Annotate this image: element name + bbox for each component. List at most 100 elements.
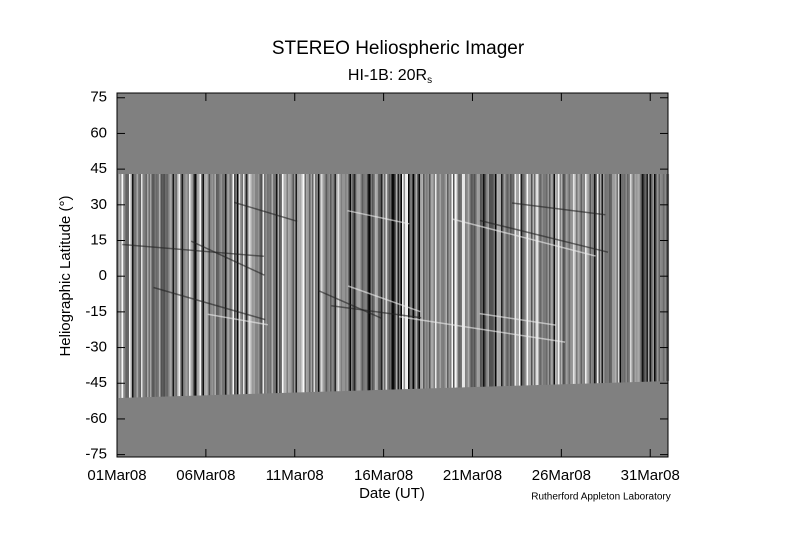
texture-stripe [462, 174, 464, 388]
texture-stripe [505, 174, 508, 386]
texture-stripe [225, 174, 227, 395]
texture-stripe [175, 174, 178, 397]
texture-stripe [592, 174, 595, 384]
chart-subtitle: HI-1B: 20Rs [348, 67, 432, 85]
texture-stripe [117, 174, 119, 398]
texture-stripe [331, 174, 334, 392]
texture-stripe [408, 174, 410, 389]
y-tick-label: 15 [90, 231, 107, 248]
texture-stripe [118, 174, 121, 398]
texture-stripe [220, 174, 223, 395]
texture-stripe [531, 174, 533, 386]
texture-stripe [471, 174, 473, 388]
texture-stripe [640, 174, 643, 382]
texture-stripe [580, 174, 583, 384]
texture-stripe [490, 174, 493, 387]
texture-stripe [292, 174, 295, 393]
texture-stripe [183, 174, 185, 396]
texture-stripe [610, 174, 613, 383]
texture-streak [347, 209, 410, 225]
texture-stripe [598, 174, 601, 384]
texture-stripe [558, 174, 560, 385]
texture-stripe [486, 174, 488, 387]
texture-stripe [484, 174, 487, 387]
texture-stripe [145, 174, 148, 398]
texture-stripe [646, 174, 649, 382]
texture-stripe [322, 174, 325, 392]
texture-stripe [423, 174, 425, 389]
texture-stripe [649, 174, 652, 382]
texture-stripe [363, 174, 365, 391]
texture-stripe [433, 174, 436, 389]
texture-stripe [138, 174, 140, 398]
subtitle-text: HI-1B: 20R [348, 67, 427, 84]
texture-stripe [571, 174, 574, 384]
plot-frame [116, 92, 669, 458]
texture-stripe [123, 174, 125, 398]
texture-stripe [267, 174, 269, 394]
texture-stripe [333, 174, 335, 392]
texture-stripe [451, 174, 454, 388]
texture-stripe [259, 174, 262, 394]
texture-stripe [441, 174, 443, 388]
texture-stripe [628, 174, 631, 383]
texture-stripe [630, 174, 632, 383]
texture-stripe [495, 174, 497, 387]
texture-stripe [504, 174, 506, 387]
texture-stripe [424, 174, 427, 389]
texture-stripe [301, 174, 304, 393]
y-tick-label: 30 [90, 196, 107, 213]
axes: 75 60 45 30 15 0 -15 -30 -45 -60 -75 01Mar08 06Mar08… [85, 89, 680, 484]
texture-stripe [283, 174, 286, 393]
texture-stripe [271, 174, 274, 394]
texture-stripe [228, 174, 230, 395]
texture-stripe [588, 174, 590, 384]
texture-stripe [246, 174, 248, 394]
texture-streak [347, 285, 421, 313]
texture-stripe [573, 174, 575, 384]
texture-stripe [306, 174, 308, 393]
texture-stripe [477, 174, 479, 387]
texture-stripe [340, 174, 343, 392]
texture-stripe [544, 174, 547, 385]
texture-stripe [543, 174, 545, 385]
texture-stripe [219, 174, 221, 395]
texture-stripe [444, 174, 446, 388]
texture-stripe [579, 174, 581, 384]
texture-stripe [120, 174, 122, 398]
texture-stripe [348, 174, 350, 391]
texture-stripe [645, 174, 647, 382]
texture-stripe [529, 174, 532, 386]
texture-stripe [192, 174, 194, 396]
texture-streak [479, 312, 557, 326]
texture-stripe [496, 174, 499, 387]
texture-stripe [585, 174, 587, 384]
texture-stripe [273, 174, 275, 394]
texture-stripe [525, 174, 527, 386]
texture-stripe [412, 174, 415, 389]
texture-stripe [276, 174, 278, 394]
texture-stripe [151, 174, 154, 397]
texture-stripe [291, 174, 293, 393]
texture-stripe [396, 174, 398, 390]
texture-stripe [403, 174, 406, 390]
texture-stripe [366, 174, 368, 391]
texture-stripe [619, 174, 622, 383]
texture-stripe [160, 174, 163, 397]
texture-stripe [148, 174, 151, 397]
y-tick-label: 45 [90, 160, 107, 177]
texture-stripe [603, 174, 605, 383]
texture-stripe [469, 174, 472, 388]
texture-stripe [343, 174, 346, 391]
texture-stripe [321, 174, 323, 392]
texture-stripe [375, 174, 377, 390]
texture-stripe [174, 174, 176, 397]
texture-stripe [655, 174, 658, 382]
texture-stripe [261, 174, 263, 394]
texture-stripe [535, 174, 538, 386]
texture-stripe [288, 174, 290, 393]
texture-stripe [666, 174, 668, 382]
texture-stripe [172, 174, 175, 397]
x-axis-label: Date (UT) [359, 485, 425, 502]
